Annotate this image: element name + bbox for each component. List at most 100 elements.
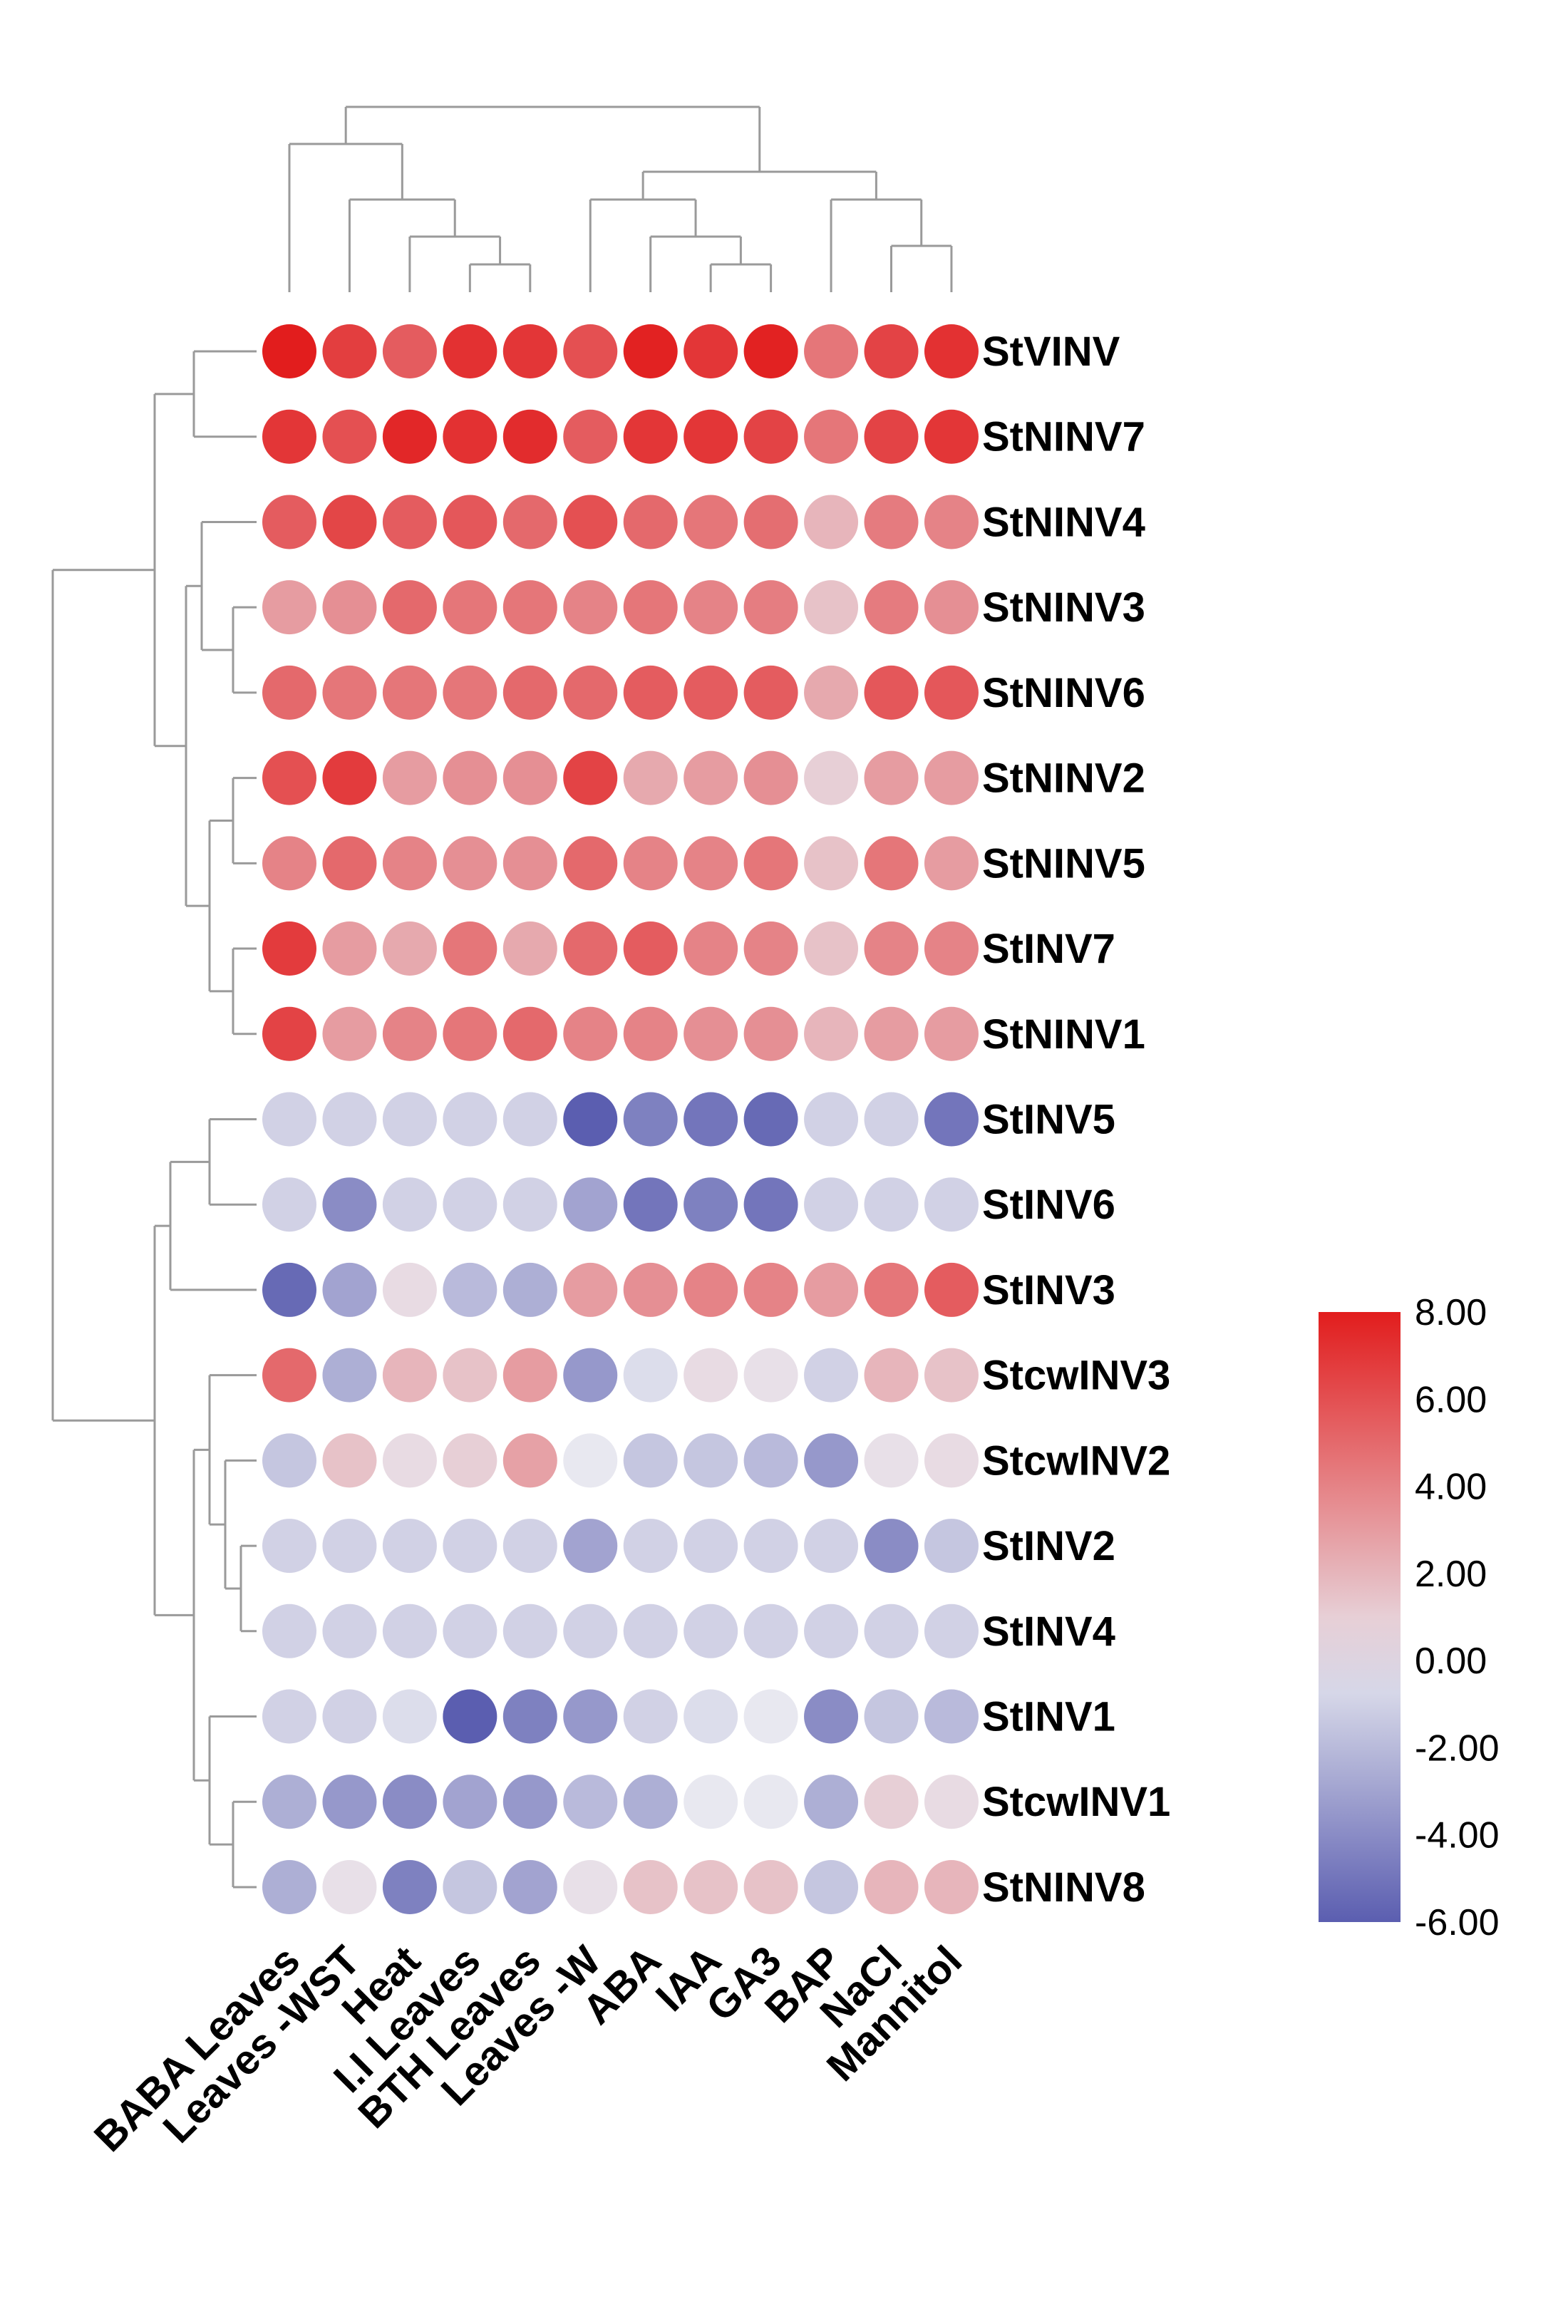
row-label: StNINV6	[982, 670, 1145, 716]
cell-StNINV8-4	[502, 1859, 557, 1914]
cell-StINV7-0	[262, 921, 316, 976]
cell-StINV4-2	[382, 1603, 437, 1658]
cell-StNINV3-0	[262, 580, 316, 635]
cell-StNINV8-10	[864, 1859, 919, 1914]
cell-StINV6-1	[322, 1177, 377, 1232]
cell-StcwINV3-11	[924, 1348, 979, 1403]
cell-StINV1-6	[623, 1689, 678, 1744]
cell-StNINV5-0	[262, 836, 316, 891]
cell-StINV5-1	[322, 1092, 377, 1147]
cell-StNINV4-5	[563, 495, 618, 549]
cell-StcwINV2-7	[684, 1433, 738, 1488]
cell-StcwINV3-2	[382, 1348, 437, 1403]
cell-StNINV7-8	[743, 409, 798, 464]
cell-StNINV5-9	[804, 836, 859, 891]
cell-StNINV6-9	[804, 665, 859, 720]
cell-StVINV-5	[563, 324, 618, 378]
cell-StcwINV2-8	[743, 1433, 798, 1488]
cell-StINV3-7	[684, 1262, 738, 1317]
cell-StINV6-5	[563, 1177, 618, 1232]
cell-StNINV6-5	[563, 665, 618, 720]
cell-StNINV2-8	[743, 750, 798, 805]
cell-StINV2-11	[924, 1519, 979, 1574]
cell-StINV3-8	[743, 1262, 798, 1317]
row-label: StcwINV1	[982, 1779, 1170, 1825]
cell-StNINV7-1	[322, 409, 377, 464]
row-labels: StVINV StNINV7 StNINV4 StNINV3 StNINV6 StNINV…	[982, 329, 1170, 1911]
row-label: StNINV5	[982, 840, 1145, 887]
cell-StINV6-8	[743, 1177, 798, 1232]
cell-StINV7-8	[743, 921, 798, 976]
cell-StINV2-1	[322, 1519, 377, 1574]
row-label: StcwINV2	[982, 1437, 1170, 1484]
cell-StINV1-4	[502, 1689, 557, 1744]
cell-StINV3-2	[382, 1262, 437, 1317]
colorbar-tick-label: 8.00	[1415, 1292, 1487, 1333]
cell-StNINV5-2	[382, 836, 437, 891]
cell-StINV7-11	[924, 921, 979, 976]
cell-StNINV1-5	[563, 1006, 618, 1061]
cell-StcwINV1-3	[443, 1775, 497, 1829]
cell-StINV3-5	[563, 1262, 618, 1317]
cell-StcwINV3-9	[804, 1348, 859, 1403]
cell-StNINV3-10	[864, 580, 919, 635]
cell-StNINV6-6	[623, 665, 678, 720]
cell-StINV7-3	[443, 921, 497, 976]
cell-StINV5-6	[623, 1092, 678, 1147]
cell-StNINV5-6	[623, 836, 678, 891]
colorbar-legend: 8.00 6.00 4.00 2.00 0.00 -2.00 -4.00 -6.00	[1319, 1292, 1500, 1943]
cell-StINV1-3	[443, 1689, 497, 1744]
cell-StcwINV2-11	[924, 1433, 979, 1488]
cell-StINV6-10	[864, 1177, 919, 1232]
cell-StINV3-6	[623, 1262, 678, 1317]
cell-StINV1-10	[864, 1689, 919, 1744]
cell-StNINV4-3	[443, 495, 497, 549]
cell-StINV7-6	[623, 921, 678, 976]
cell-StcwINV3-7	[684, 1348, 738, 1403]
column-dendrogram	[288, 105, 953, 292]
cell-StINV5-8	[743, 1092, 798, 1147]
cell-StNINV8-11	[924, 1859, 979, 1914]
cell-StNINV1-7	[684, 1006, 738, 1061]
cell-StNINV8-2	[382, 1859, 437, 1914]
cell-StcwINV3-8	[743, 1348, 798, 1403]
cell-StINV2-8	[743, 1519, 798, 1574]
cell-StINV1-5	[563, 1689, 618, 1744]
cell-StNINV2-4	[502, 750, 557, 805]
cell-StNINV7-0	[262, 409, 316, 464]
cell-StINV2-0	[262, 1519, 316, 1574]
cell-StcwINV3-3	[443, 1348, 497, 1403]
cell-StNINV1-11	[924, 1006, 979, 1061]
row-label: StINV4	[982, 1608, 1115, 1655]
row-label: StNINV2	[982, 755, 1145, 802]
cell-StINV4-8	[743, 1603, 798, 1658]
cell-StINV5-0	[262, 1092, 316, 1147]
cell-StNINV5-5	[563, 836, 618, 891]
cell-StNINV6-7	[684, 665, 738, 720]
cell-StNINV1-10	[864, 1006, 919, 1061]
cell-StNINV5-11	[924, 836, 979, 891]
cell-StINV4-6	[623, 1603, 678, 1658]
cell-StINV2-5	[563, 1519, 618, 1574]
cell-StcwINV1-8	[743, 1775, 798, 1829]
cell-StNINV7-9	[804, 409, 859, 464]
cell-StINV4-1	[322, 1603, 377, 1658]
colorbar-gradient	[1319, 1312, 1401, 1922]
cell-StNINV2-2	[382, 750, 437, 805]
cell-StNINV7-3	[443, 409, 497, 464]
cell-StNINV6-0	[262, 665, 316, 720]
cell-StINV6-3	[443, 1177, 497, 1232]
cell-StNINV5-10	[864, 836, 919, 891]
cell-StNINV6-3	[443, 665, 497, 720]
cell-StNINV3-5	[563, 580, 618, 635]
cell-StNINV1-8	[743, 1006, 798, 1061]
cell-StcwINV3-5	[563, 1348, 618, 1403]
cell-StNINV1-9	[804, 1006, 859, 1061]
cell-StINV5-3	[443, 1092, 497, 1147]
colorbar-tick-label: 4.00	[1415, 1467, 1487, 1508]
cell-StINV1-7	[684, 1689, 738, 1744]
cell-StINV5-7	[684, 1092, 738, 1147]
cell-StINV6-7	[684, 1177, 738, 1232]
cell-StINV7-10	[864, 921, 919, 976]
cell-StVINV-11	[924, 324, 979, 378]
